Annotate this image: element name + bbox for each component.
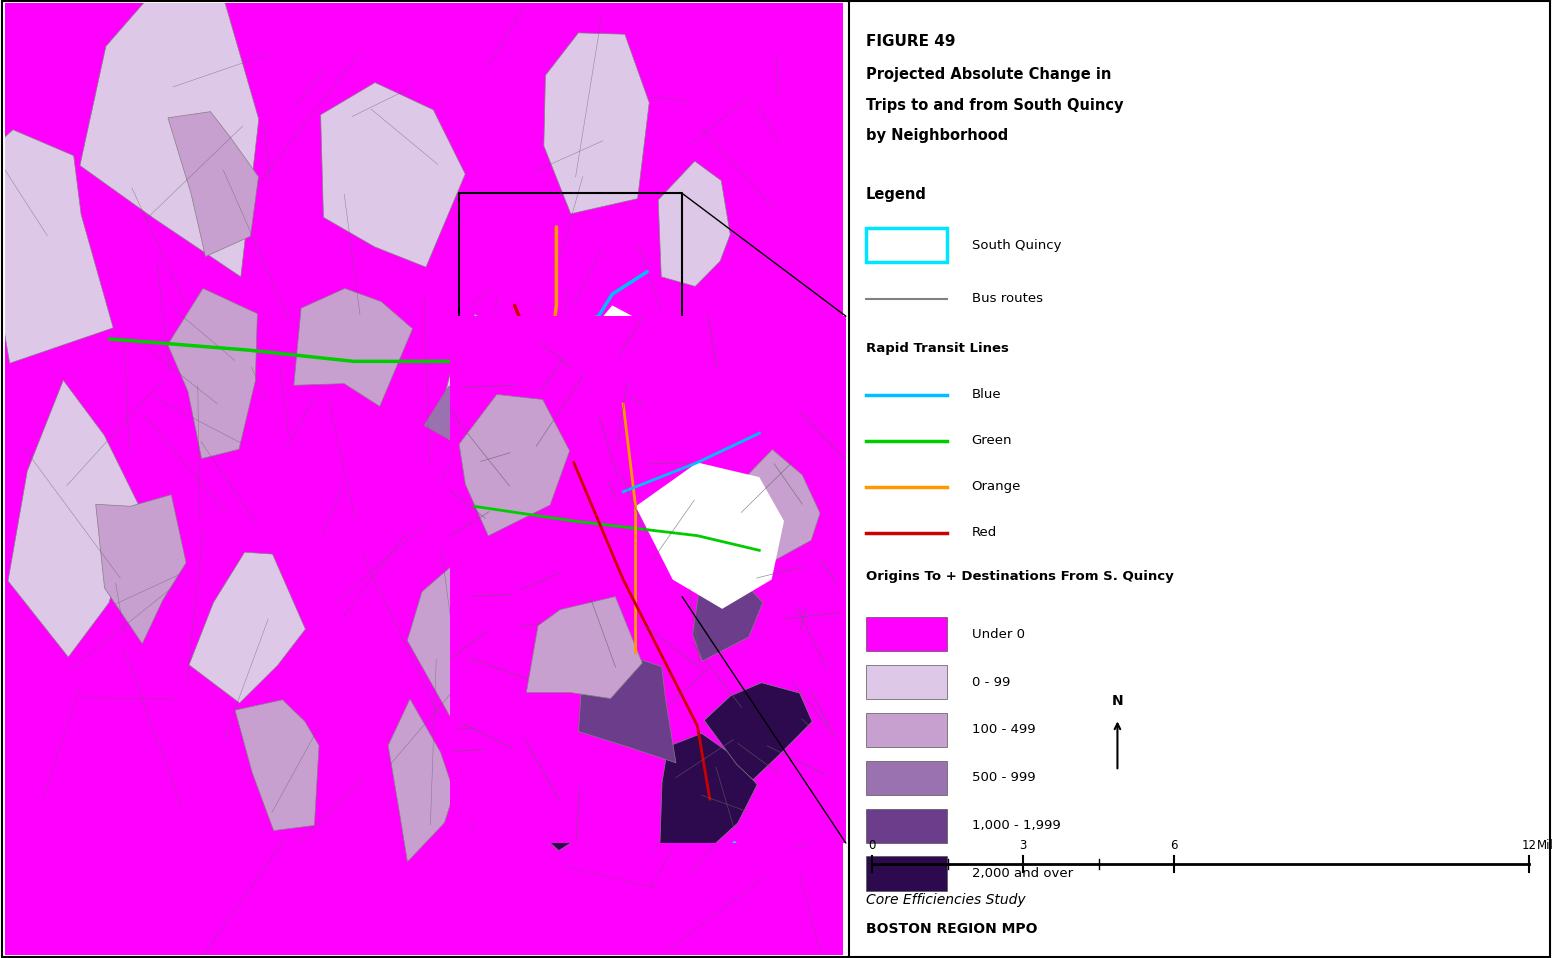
Polygon shape [489,431,546,539]
Polygon shape [585,306,667,418]
Polygon shape [658,161,731,286]
Text: 1,000 - 1,999: 1,000 - 1,999 [972,819,1060,833]
Bar [866,856,947,891]
Bar [866,617,947,651]
Bar [866,809,947,843]
Text: Projected Absolute Change in: Projected Absolute Change in [866,67,1111,82]
Text: 0: 0 [869,838,875,852]
Polygon shape [8,380,138,657]
Text: Origins To + Destinations From S. Quincy: Origins To + Destinations From S. Quincy [866,570,1173,583]
Text: 3: 3 [1020,838,1027,852]
Polygon shape [459,395,570,536]
Polygon shape [388,698,455,862]
Polygon shape [506,545,571,665]
Polygon shape [168,112,259,257]
Polygon shape [96,494,186,644]
Text: Core Efficiencies Study: Core Efficiencies Study [866,893,1026,907]
Text: South Quincy: South Quincy [972,239,1062,252]
Text: 12: 12 [1521,838,1536,852]
Polygon shape [660,734,757,862]
Polygon shape [723,449,819,560]
Text: 0 - 99: 0 - 99 [972,675,1010,689]
Text: 500 - 999: 500 - 999 [972,771,1035,785]
Text: Rapid Transit Lines: Rapid Transit Lines [866,342,1009,355]
Text: Legend: Legend [866,187,927,202]
Polygon shape [234,699,320,831]
Polygon shape [293,288,413,406]
Bar [866,713,947,747]
Text: by Neighborhood: by Neighborhood [866,128,1009,144]
Text: Trips to and from South Quincy: Trips to and from South Quincy [866,98,1124,113]
Bar [866,665,947,699]
Text: Miles: Miles [1536,838,1552,852]
Polygon shape [705,683,812,780]
Text: Orange: Orange [972,480,1021,493]
Text: Bus routes: Bus routes [972,292,1043,306]
Text: Blue: Blue [972,388,1001,401]
Polygon shape [168,288,258,459]
Text: 6: 6 [1170,838,1178,852]
Polygon shape [526,597,643,698]
Text: Under 0: Under 0 [972,627,1024,641]
Text: N: N [1111,694,1124,708]
Polygon shape [520,756,601,851]
Polygon shape [537,601,658,778]
Polygon shape [321,82,466,267]
Polygon shape [563,619,611,675]
Text: Red: Red [972,526,996,539]
Polygon shape [424,373,481,460]
Polygon shape [570,489,649,628]
Bar [866,761,947,795]
Polygon shape [438,314,539,473]
Text: BOSTON REGION MPO: BOSTON REGION MPO [866,922,1038,936]
Polygon shape [579,656,677,763]
Text: FIGURE 49: FIGURE 49 [866,34,956,49]
Text: 100 - 499: 100 - 499 [972,723,1035,737]
Polygon shape [407,530,504,725]
Text: 2,000 and over: 2,000 and over [972,867,1072,880]
Polygon shape [692,573,762,661]
Polygon shape [528,615,602,741]
Polygon shape [189,552,306,703]
Polygon shape [543,33,649,214]
Polygon shape [518,497,562,588]
Polygon shape [0,129,113,363]
Polygon shape [636,463,784,609]
Text: Green: Green [972,434,1012,447]
Polygon shape [602,583,689,707]
Bar [866,228,947,262]
Polygon shape [79,0,259,277]
